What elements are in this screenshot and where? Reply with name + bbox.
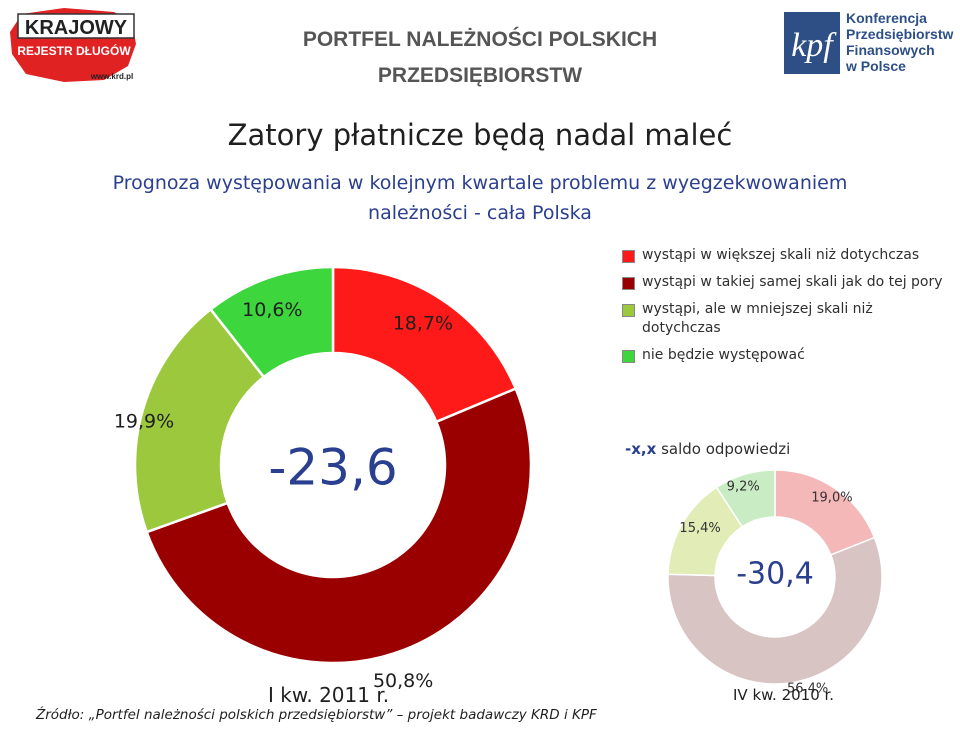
legend-saldo-key: -x,x (625, 440, 657, 458)
donut-prev-label-smaller: 15,4% (679, 521, 720, 536)
header-title-line2: PRZEDSIĘBIORSTW (377, 64, 583, 87)
donut-chart-previous: 19,0% 56,4% 15,4% 9,2% -30,4 (667, 469, 883, 697)
legend-item-none: nie będzie występować (622, 346, 952, 365)
kpf-logo-mark: kpf (791, 27, 837, 64)
donut-main-center-value: -23,6 (268, 439, 397, 497)
donut-main-slice-same (145, 387, 533, 665)
donut-chart-main: 18,7% 50,8% 19,9% 10,6% -23,6 (114, 265, 533, 692)
krd-logo-line1: KRAJOWY (25, 17, 128, 39)
legend-item-same: wystąpi w takiej samej skali jak do tej … (622, 273, 952, 292)
legend-saldo-label: saldo odpowiedzi (661, 440, 791, 458)
kpf-line2: Przedsiębiorstw (846, 26, 954, 42)
legend-label-none: nie będzie występować (642, 347, 805, 363)
donut-prev-slice-larger (774, 469, 876, 556)
source-note: Źródło: „Portfel należności polskich prz… (36, 707, 597, 723)
donut-main-label-larger: 18,7% (393, 312, 453, 334)
krd-logo-url: www.krd.pl (90, 72, 133, 81)
krd-logo: KRAJOWY REJESTR DŁUGÓW www.krd.pl (10, 8, 136, 82)
donut-prev-slice-none (715, 469, 776, 528)
subtitle-line1: Prognoza występowania w kolejnym kwartal… (112, 172, 848, 194)
donut-prev-label-same: 56,4% (787, 682, 828, 697)
donut-main-slice-none (208, 265, 335, 379)
kpf-line4: w Polsce (846, 58, 906, 74)
kpf-line3: Finansowych (846, 42, 935, 58)
kpf-line1: Konferencja (846, 10, 927, 26)
krd-logo-line2: REJESTR DŁUGÓW (17, 43, 131, 58)
donut-main-slice-larger (331, 265, 518, 424)
legend-swatch-smaller (622, 304, 635, 317)
legend-saldo: -x,x saldo odpowiedzi (625, 440, 790, 458)
legend-label-smaller: wystąpi, ale w mniejszej skali niż dotyc… (642, 301, 873, 336)
donut-main-slice-smaller (133, 307, 266, 534)
kpf-logo-text: Konferencja Przedsiębiorstw Finansowych … (846, 10, 953, 74)
page-subtitle: Prognoza występowania w kolejnym kwartal… (40, 168, 920, 228)
donut-prev-label-larger: 19,0% (811, 490, 852, 505)
legend-item-smaller: wystąpi, ale w mniejszej skali niż dotyc… (622, 300, 952, 338)
period-main-label: I kw. 2011 r. (268, 683, 390, 707)
donut-main-label-smaller: 19,9% (114, 411, 174, 433)
period-previous-label: IV kw. 2010 r. (733, 686, 835, 704)
page-title: Zatory płatnicze będą nadal maleć (227, 118, 733, 152)
kpf-logo: kpf (784, 12, 840, 74)
chart-legend: wystąpi w większej skali niż dotychczas … (622, 246, 952, 373)
legend-item-larger: wystąpi w większej skali niż dotychczas (622, 246, 952, 265)
donut-main-label-same: 50,8% (373, 670, 433, 692)
donut-prev-slice-same (667, 536, 883, 685)
donut-prev-center-value: -30,4 (736, 557, 814, 592)
legend-swatch-larger (622, 250, 635, 263)
subtitle-line2: należności - cała Polska (368, 202, 592, 224)
legend-swatch-none (622, 350, 635, 363)
legend-label-same: wystąpi w takiej samej skali jak do tej … (642, 274, 943, 290)
header-title-line1: PORTFEL NALEŻNOŚCI POLSKICH (302, 28, 658, 51)
legend-label-larger: wystąpi w większej skali niż dotychczas (642, 247, 920, 263)
donut-prev-label-none: 9,2% (727, 479, 760, 494)
donut-main-label-none: 10,6% (242, 299, 302, 321)
legend-swatch-same (622, 277, 635, 290)
header-title: PORTFEL NALEŻNOŚCI POLSKICH PRZEDSIĘBIOR… (290, 22, 670, 94)
